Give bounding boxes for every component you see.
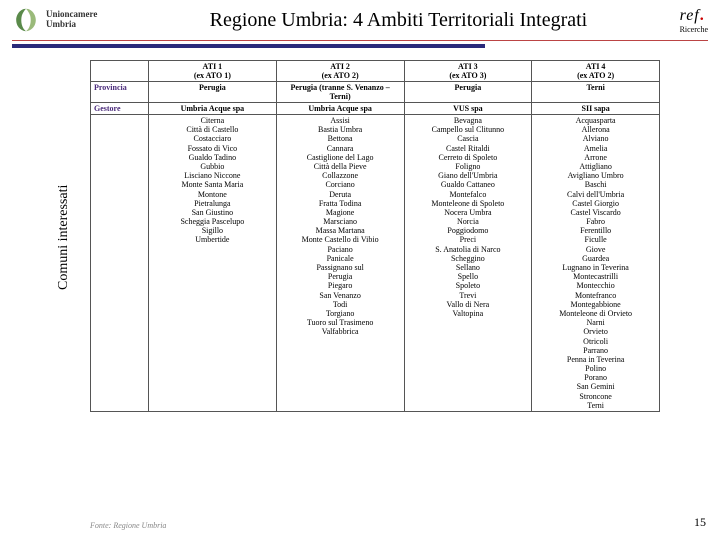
gestore-cell-3: VUS spa bbox=[404, 103, 532, 115]
unioncamere-logo bbox=[12, 6, 40, 34]
source-note: Fonte: Regione Umbria bbox=[90, 521, 166, 530]
gestore-label: Gestore bbox=[91, 103, 149, 115]
org-name: Unioncamere Umbria bbox=[46, 10, 97, 30]
ref-text: ref bbox=[680, 7, 700, 24]
provincia-row: Provincia PerugiaPerugia (tranne S. Vena… bbox=[91, 82, 660, 103]
org-line2: Umbria bbox=[46, 19, 76, 29]
table-header-row: ATI 1(ex ATO 1)ATI 2(ex ATO 2)ATI 3(ex A… bbox=[91, 61, 660, 82]
comuni-rowhead bbox=[91, 115, 149, 412]
comuni-cell-4: AcquaspartaAlleronaAlvianoAmeliaArroneAt… bbox=[532, 115, 660, 412]
provincia-label: Provincia bbox=[91, 82, 149, 103]
page-number: 15 bbox=[694, 515, 706, 530]
provincia-cell-3: Perugia bbox=[404, 82, 532, 103]
gestore-row: Gestore Umbria Acque spaUmbria Acque spa… bbox=[91, 103, 660, 115]
provincia-cell-2: Perugia (tranne S. Venanzo – Terni) bbox=[276, 82, 404, 103]
comuni-vertical-label: Comuni interessati bbox=[56, 185, 72, 290]
col-header-1: ATI 1(ex ATO 1) bbox=[149, 61, 277, 82]
gestore-cell-2: Umbria Acque spa bbox=[276, 103, 404, 115]
header-left: Unioncamere Umbria bbox=[12, 6, 97, 34]
col-header-2: ATI 2(ex ATO 2) bbox=[276, 61, 404, 82]
gestore-cell-4: SII sapa bbox=[532, 103, 660, 115]
ref-sub: Ricerche bbox=[680, 25, 708, 34]
col-header-3: ATI 3(ex ATO 3) bbox=[404, 61, 532, 82]
header: Unioncamere Umbria Regione Umbria: 4 Amb… bbox=[0, 0, 720, 36]
page-title: Regione Umbria: 4 Ambiti Territoriali In… bbox=[117, 9, 679, 32]
comuni-row: CiternaCittà di CastelloCostacciaroFossa… bbox=[91, 115, 660, 412]
ati-table: ATI 1(ex ATO 1)ATI 2(ex ATO 2)ATI 3(ex A… bbox=[90, 60, 660, 412]
corner-cell bbox=[91, 61, 149, 82]
gestore-cell-1: Umbria Acque spa bbox=[149, 103, 277, 115]
header-rule bbox=[12, 40, 708, 52]
provincia-cell-1: Perugia bbox=[149, 82, 277, 103]
table-wrap: ATI 1(ex ATO 1)ATI 2(ex ATO 2)ATI 3(ex A… bbox=[90, 60, 660, 412]
comuni-cell-1: CiternaCittà di CastelloCostacciaroFossa… bbox=[149, 115, 277, 412]
org-line1: Unioncamere bbox=[46, 9, 97, 19]
ref-logo: ref. Ricerche bbox=[680, 7, 708, 34]
comuni-cell-3: BevagnaCampello sul ClitunnoCasciaCastel… bbox=[404, 115, 532, 412]
provincia-cell-4: Terni bbox=[532, 82, 660, 103]
col-header-4: ATI 4(ex ATO 2) bbox=[532, 61, 660, 82]
comuni-cell-2: AssisiBastia UmbraBettonaCannaraCastigli… bbox=[276, 115, 404, 412]
